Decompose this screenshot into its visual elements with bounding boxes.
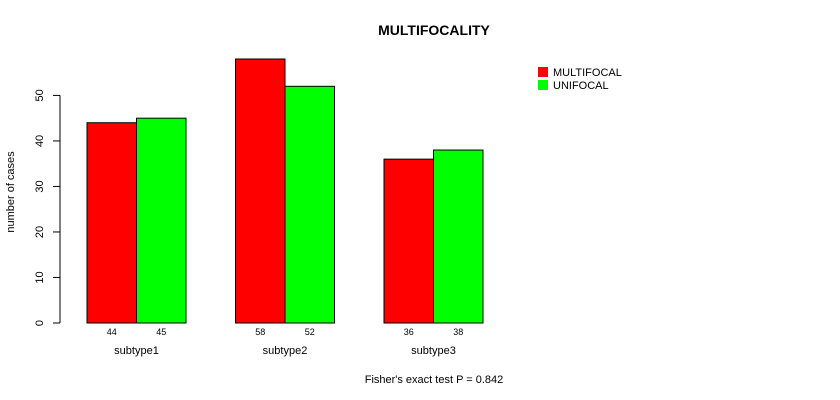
bar-subtype3-multifocal [383, 158, 434, 324]
bar-count-label: 38 [453, 327, 463, 337]
bar-subtype3-unifocal [433, 149, 484, 324]
fisher-test-caption: Fisher's exact test P = 0.842 [365, 374, 504, 386]
legend-swatch-multifocal [538, 67, 548, 77]
y-tick-label: 40 [34, 135, 46, 147]
legend-swatch-unifocal [538, 80, 548, 90]
bar-count-label: 52 [305, 327, 315, 337]
bar-count-label: 45 [156, 327, 166, 337]
bar-subtype1-multifocal [86, 122, 137, 324]
y-tick-label: 50 [34, 89, 46, 101]
y-axis-label: number of cases [5, 151, 17, 233]
y-tick-label: 20 [34, 226, 46, 238]
bar-count-label: 58 [255, 327, 265, 337]
bar-subtype1-unifocal [136, 117, 187, 324]
bar-series: 44 45 subtype1 58 52 subtype2 36 38 subtype3 [86, 58, 484, 357]
bar-count-label: 44 [107, 327, 117, 337]
bar-count-label: 36 [404, 327, 414, 337]
y-tick-label: 0 [34, 320, 46, 326]
legend-label: UNIFOCAL [553, 80, 609, 92]
bar-subtype2-unifocal [284, 85, 335, 324]
category-label: subtype1 [114, 345, 159, 357]
chart-title: MULTIFOCALITY [378, 22, 490, 38]
y-axis: 0 10 20 30 40 50 [34, 89, 61, 326]
y-tick-label: 10 [34, 271, 46, 283]
y-tick-label: 30 [34, 180, 46, 192]
category-label: subtype3 [411, 345, 456, 357]
bar-subtype2-multifocal [235, 58, 286, 324]
legend-label: MULTIFOCAL [553, 67, 622, 79]
category-label: subtype2 [263, 345, 308, 357]
